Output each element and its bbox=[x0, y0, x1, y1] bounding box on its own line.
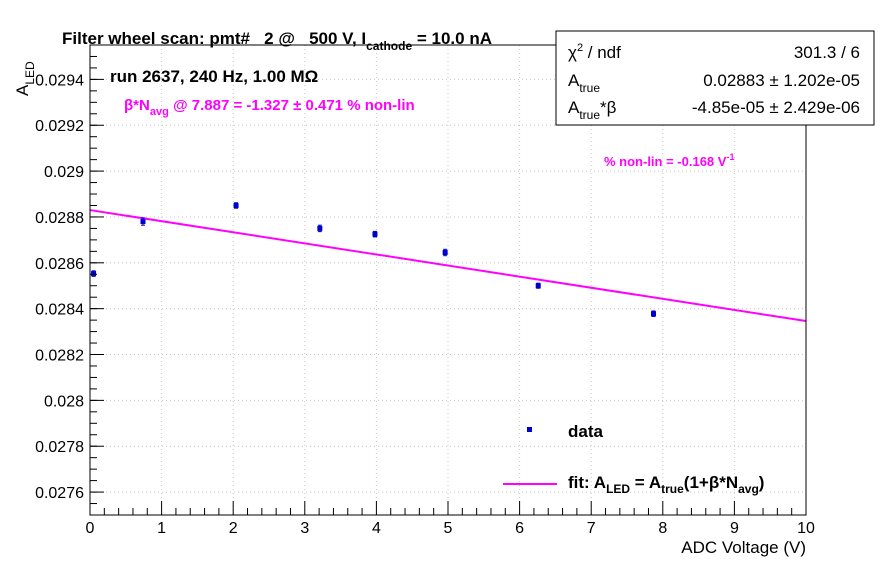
legend-data-marker bbox=[527, 427, 532, 432]
data-point bbox=[317, 225, 323, 231]
x-tick-label: 0 bbox=[86, 520, 95, 537]
legend: data fit: ALED = Atrue(1+β*Navg) bbox=[503, 422, 764, 496]
y-tick-label: 0.0284 bbox=[35, 302, 84, 319]
data-point bbox=[535, 283, 541, 289]
run-info-annotation: run 2637, 240 Hz, 1.00 MΩ bbox=[110, 67, 318, 86]
x-tick-label: 4 bbox=[372, 520, 381, 537]
stats-chi2-value: 301.3 / 6 bbox=[794, 43, 860, 62]
x-tick-label: 3 bbox=[300, 520, 309, 537]
y-axis-label: ALED bbox=[13, 61, 37, 96]
y-axis: 0.0276 0.0278 0.028 0.0282 0.0284 0.0286 0.028… bbox=[35, 44, 104, 516]
x-tick-label: 2 bbox=[229, 520, 238, 537]
y-tick-label: 0.0286 bbox=[35, 256, 84, 273]
x-tick-label: 10 bbox=[797, 520, 815, 537]
y-tick-label: 0.0276 bbox=[35, 485, 84, 502]
beta-nonlin-annotation: β*Navg @ 7.887 = -1.327 ± 0.471 % non-li… bbox=[124, 97, 415, 118]
y-tick-label: 0.029 bbox=[44, 164, 84, 181]
data-point bbox=[372, 231, 378, 237]
stats-atrue-value: 0.02883 ± 1.202e-05 bbox=[703, 71, 860, 90]
data-point bbox=[650, 311, 656, 317]
data-point bbox=[91, 271, 97, 277]
x-tick-label: 8 bbox=[658, 520, 667, 537]
fit-series bbox=[89, 209, 807, 323]
y-tick-label: 0.0278 bbox=[35, 439, 84, 456]
nonlin-slope-annotation: % non-lin = -0.168 V-1 bbox=[604, 152, 734, 169]
y-tick-label: 0.028 bbox=[44, 393, 84, 410]
x-tick-label: 9 bbox=[730, 520, 739, 537]
x-tick-label: 1 bbox=[157, 520, 166, 537]
data-point bbox=[233, 202, 239, 208]
x-axis: 0 1 2 3 4 5 6 7 8 9 10 bbox=[86, 501, 815, 537]
stats-box: χ2 / ndf 301.3 / 6 Atrue 0.02883 ± 1.202… bbox=[555, 30, 875, 126]
x-tick-label: 6 bbox=[515, 520, 524, 537]
y-tick-label: 0.0292 bbox=[35, 118, 84, 135]
y-tick-label: 0.0282 bbox=[35, 348, 84, 365]
legend-data-label: data bbox=[568, 422, 604, 441]
x-tick-label: 5 bbox=[444, 520, 453, 537]
fit-line bbox=[89, 209, 807, 323]
stats-atrue-beta-label: Atrue*β bbox=[568, 98, 617, 122]
stats-atrue-beta-value: -4.85e-05 ± 2.429e-06 bbox=[692, 98, 860, 117]
x-tick-label: 7 bbox=[587, 520, 596, 537]
data-point bbox=[442, 249, 448, 255]
data-point bbox=[140, 219, 146, 225]
y-tick-label: 0.0288 bbox=[35, 210, 84, 227]
stats-box-frame bbox=[555, 30, 875, 126]
data-series bbox=[91, 202, 656, 317]
stats-atrue-label: Atrue bbox=[568, 71, 600, 95]
chart-title: Filter wheel scan: pmt# 2 @ 500 V, Icath… bbox=[62, 29, 492, 53]
x-axis-label: ADC Voltage (V) bbox=[681, 538, 806, 557]
y-tick-label: 0.0294 bbox=[35, 72, 84, 89]
legend-fit-label: fit: ALED = Atrue(1+β*Navg) bbox=[568, 473, 764, 496]
stats-chi2-label: χ2 / ndf bbox=[568, 42, 621, 62]
